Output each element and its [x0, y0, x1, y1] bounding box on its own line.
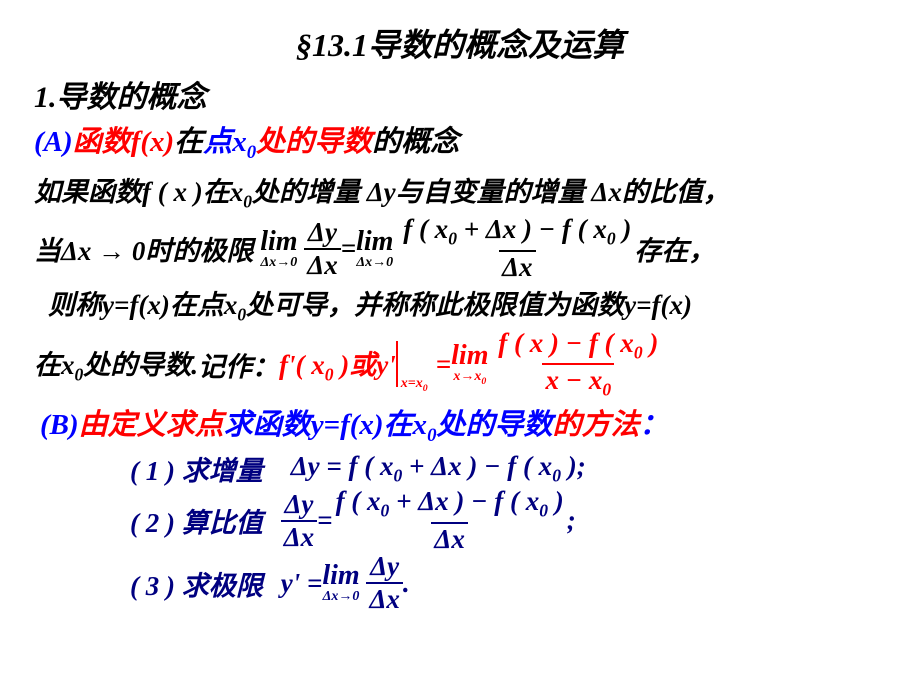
- b-colon: ：: [640, 409, 669, 441]
- a-zai: 在: [174, 126, 203, 158]
- frac2-num: f ( x0 + Δx ) − f ( x0 ): [400, 216, 634, 250]
- s2f1d: Δx: [281, 520, 317, 551]
- frac-fdiff: f ( x0 + Δx ) − f ( x0 ) Δx: [400, 216, 634, 281]
- step2-frac1: Δy Δx: [281, 491, 317, 551]
- b-tag: (B): [40, 409, 79, 441]
- def-line-2: 当Δx → 0时的极限 lim Δx→0 Δy Δx = lim Δx→0 f …: [34, 216, 890, 281]
- frac-num: Δy: [305, 219, 340, 248]
- eq1: =: [341, 233, 356, 264]
- def1-sub: 0: [243, 191, 252, 211]
- page-title: §13.1导数的概念及运算: [30, 20, 890, 66]
- l4-sub: 0: [237, 305, 246, 325]
- lim4-word: lim: [322, 562, 359, 590]
- s2f1n: Δy: [281, 491, 316, 520]
- lim4-sub: Δx→0: [323, 590, 360, 604]
- s2f2d: Δx: [431, 522, 467, 553]
- a-fx: f(x): [131, 126, 174, 158]
- step3-frac: Δy Δx: [366, 553, 402, 613]
- subheading-b: (B)由定义求点求函数y=f(x)在x0处的导数的方法：: [40, 401, 890, 447]
- lim-sub2: Δx→0: [356, 256, 393, 270]
- fprime: f'( x0 )或y': [279, 343, 396, 385]
- lim-sub: Δx→0: [260, 256, 297, 270]
- a-text1: 函数: [73, 126, 131, 158]
- l5-a: 在x0处的导数.: [34, 343, 198, 385]
- lim-block-1: lim Δx→0: [260, 228, 297, 270]
- lim-block-4: lim Δx→0: [322, 562, 359, 604]
- subheading-a: (A)函数f(x)在点x0处的导数的概念: [34, 118, 890, 164]
- def1-a: 如果函数f ( x )在x: [34, 177, 243, 207]
- frac-den: Δx: [304, 248, 340, 279]
- eval-sub: x=x0: [401, 376, 428, 394]
- step1-label: ( 1 ) 求增量: [130, 449, 263, 488]
- frac3-num: f ( x ) − f ( x0 ): [495, 330, 661, 364]
- b-text3: 的方法: [553, 409, 640, 441]
- l3-text2: 存在，: [634, 229, 715, 268]
- a-text2: 处的导数: [256, 126, 372, 158]
- s2f2n: f ( x0 + Δx ) − f ( x0 ): [333, 488, 567, 522]
- s3fn: Δy: [367, 553, 402, 582]
- a-text3: 的概念: [372, 126, 459, 158]
- step2-frac2: f ( x0 + Δx ) − f ( x0 ) Δx: [333, 488, 567, 553]
- a-dianx: 点x0: [203, 126, 256, 158]
- s3fd: Δx: [366, 582, 402, 613]
- step3-y: y' =: [281, 568, 323, 599]
- step-2: ( 2 ) 算比值 Δy Δx = f ( x0 + Δx ) − f ( x0…: [130, 488, 890, 553]
- step2-label: ( 2 ) 算比值: [130, 501, 263, 540]
- frac-dy-dx: Δy Δx: [304, 219, 340, 279]
- eq2: =: [436, 349, 451, 380]
- step-3: ( 3 ) 求极限 y' = lim Δx→0 Δy Δx .: [130, 553, 890, 613]
- lim-block-3: lim x→x0: [451, 342, 488, 387]
- def1-b: 处的增量 Δy与自变量的增量 Δx的比值，: [252, 177, 730, 207]
- frac2-den: Δx: [499, 250, 535, 281]
- step-1: ( 1 ) 求增量 Δy = f ( x0 + Δx ) − f ( x0 );: [130, 449, 890, 488]
- l4-a: 则称y=f(x)在点x: [48, 290, 237, 320]
- l3-text1: 当Δx → 0时的极限: [34, 229, 253, 268]
- lim-word: lim: [260, 228, 297, 256]
- lim3-sub: x→x0: [453, 370, 486, 387]
- section-heading: 1.导数的概念: [34, 72, 890, 116]
- b-text2: 求函数y=f(x)在x0处的导数: [224, 409, 553, 441]
- notation-group: f'( x0 )或y' x=x0 = lim x→x0 f ( x ) − f …: [279, 330, 661, 400]
- step2-semi: ;: [567, 505, 576, 536]
- lim-block-2: lim Δx→0: [356, 228, 393, 270]
- b-text1: 由定义求点: [79, 409, 224, 441]
- eval-bar: x=x0: [396, 341, 398, 387]
- frac-deriv: f ( x ) − f ( x0 ) x − x0: [495, 330, 661, 400]
- step2-eq: =: [317, 505, 332, 536]
- def-line-1: 如果函数f ( x )在x0处的增量 Δy与自变量的增量 Δx的比值，: [34, 170, 890, 212]
- step3-label: ( 3 ) 求极限: [130, 564, 263, 603]
- l5-jizuo: 记作：: [198, 345, 279, 384]
- l4-b: 处可导，并称称此极限值为函数y=f(x): [246, 290, 692, 320]
- def-line-3: 则称y=f(x)在点x0处可导，并称称此极限值为函数y=f(x): [48, 283, 890, 325]
- lim-word2: lim: [356, 228, 393, 256]
- a-tag: (A): [34, 126, 73, 158]
- step3-dot: .: [403, 568, 410, 599]
- step1-expr: Δy = f ( x0 + Δx ) − f ( x0 );: [291, 451, 586, 486]
- frac3-den: x − x0: [542, 363, 614, 399]
- def-line-4: 在x0处的导数. 记作： f'( x0 )或y' x=x0 = lim x→x0…: [34, 330, 890, 400]
- lim3-word: lim: [451, 342, 488, 370]
